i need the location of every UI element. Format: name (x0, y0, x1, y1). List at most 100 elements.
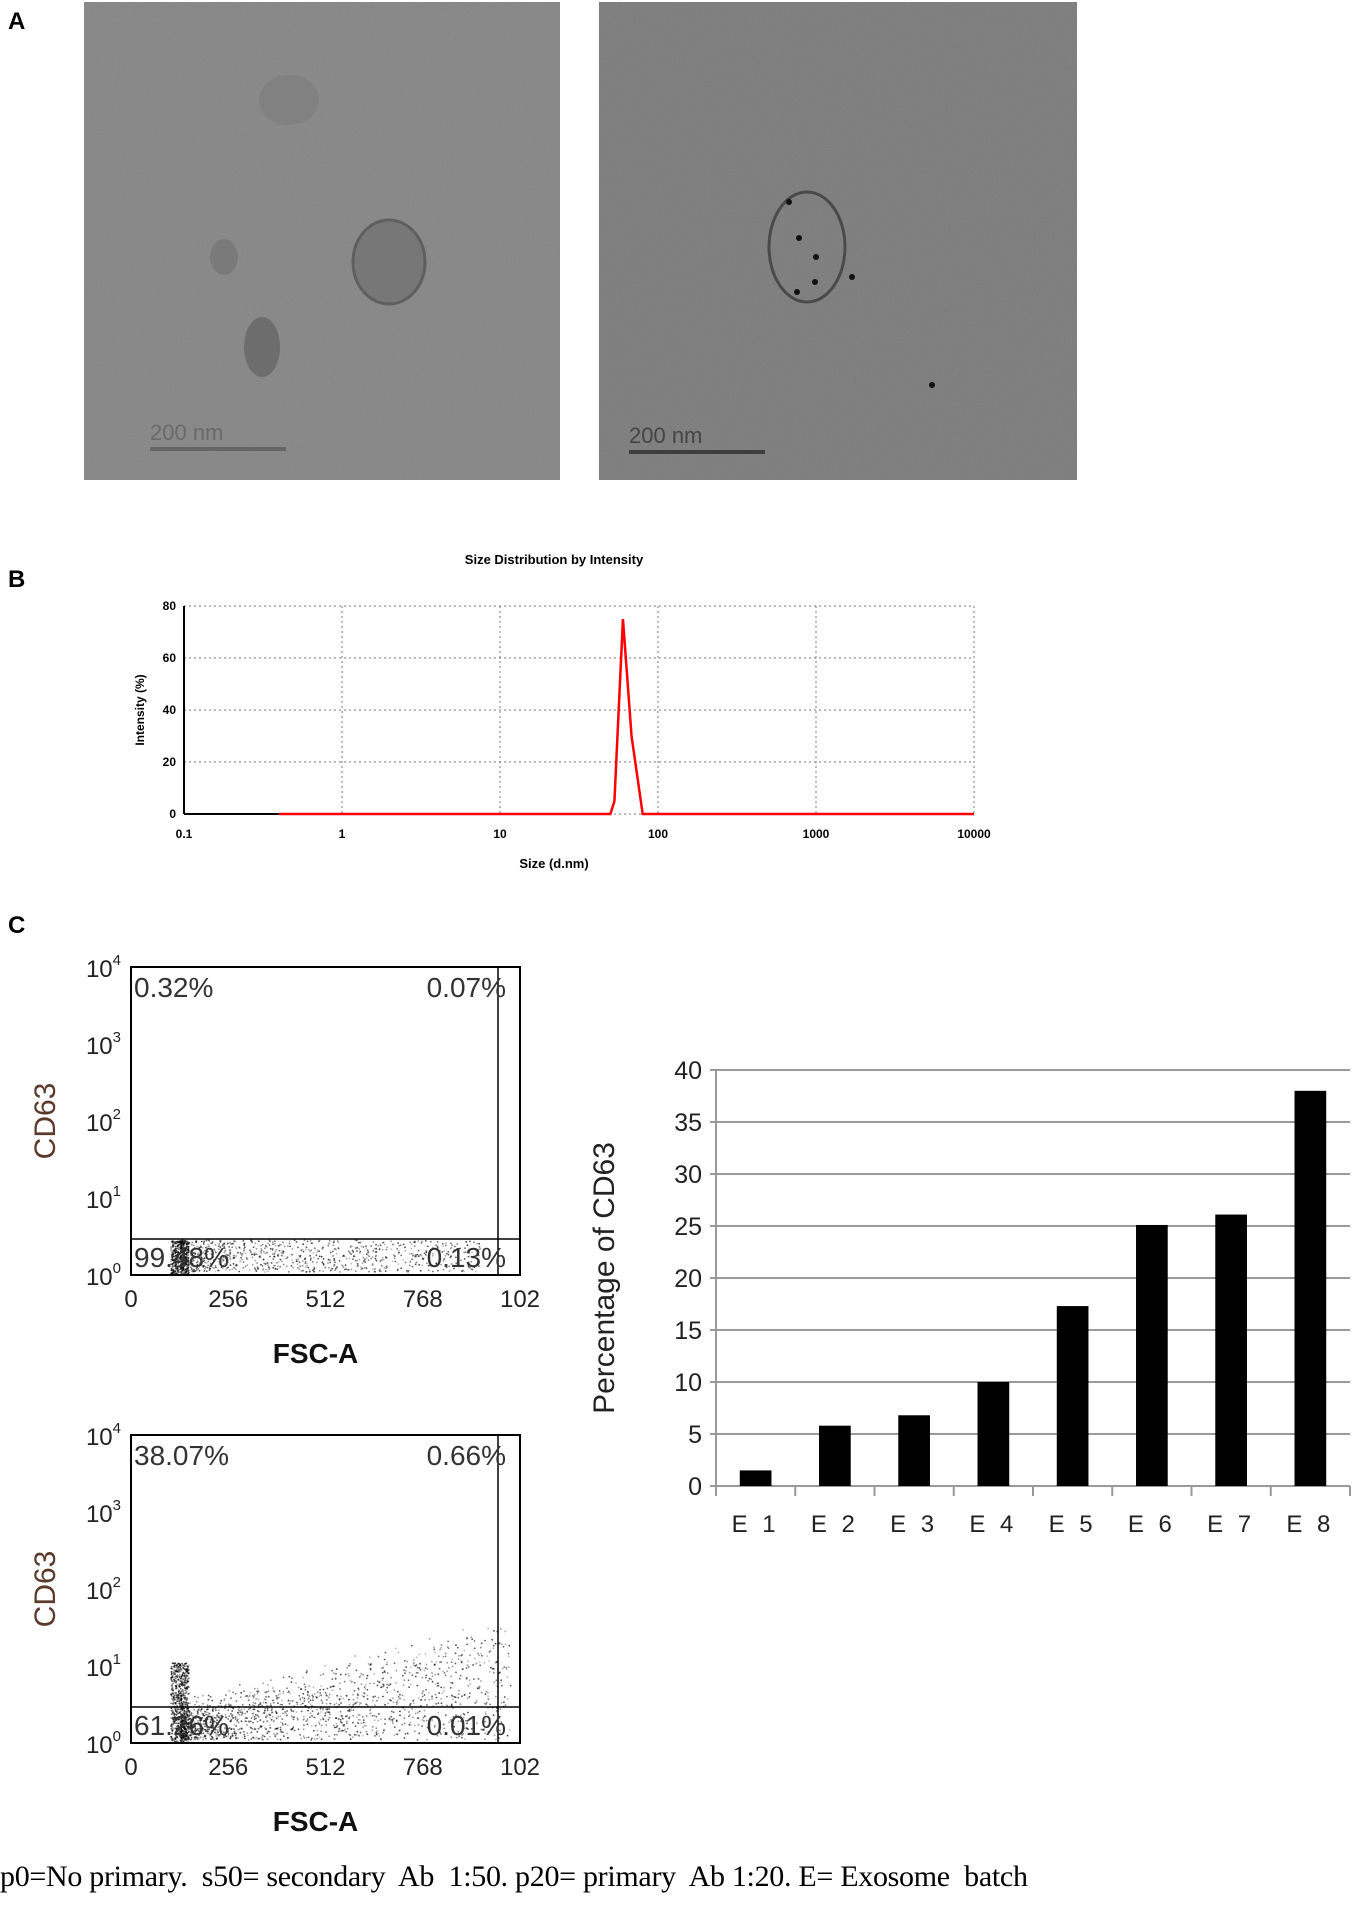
scatter-point (362, 1673, 364, 1676)
scatter-point (219, 1715, 222, 1717)
scatter-point (400, 1267, 403, 1270)
scatter-point (262, 1258, 265, 1261)
scatter-point (179, 1683, 182, 1685)
scatter-point (442, 1655, 445, 1658)
scatter-point (416, 1667, 419, 1669)
scatter-point (260, 1249, 263, 1252)
scatter-point (253, 1267, 256, 1269)
scatter-point (478, 1687, 481, 1690)
scatter-point (457, 1720, 460, 1722)
scatter-point (253, 1728, 256, 1730)
scatter-point (484, 1693, 487, 1696)
scatter-point (414, 1712, 417, 1715)
scatter-point (226, 1729, 229, 1732)
scatter-point (185, 1258, 187, 1260)
scatter-point (443, 1686, 445, 1689)
scatter-point (270, 1262, 273, 1264)
scatter-point (432, 1270, 434, 1273)
scatter-point (238, 1270, 241, 1273)
scatter-point (172, 1693, 175, 1695)
scatter-point (186, 1256, 189, 1259)
scatter-point (176, 1272, 179, 1275)
scatter-point (238, 1714, 241, 1716)
scatter-point (327, 1267, 330, 1269)
scatter-point (344, 1728, 346, 1731)
scatter-point (209, 1248, 212, 1251)
scatter-point (281, 1260, 283, 1263)
scatter-point (384, 1651, 387, 1654)
scatter-point (174, 1718, 176, 1721)
scatter-point (185, 1249, 188, 1252)
scatter-point (309, 1259, 312, 1261)
scatter-point (231, 1710, 234, 1712)
scatter-point (171, 1244, 174, 1247)
scatter-point (243, 1249, 245, 1252)
scatter-point (386, 1661, 389, 1663)
scatter-point (244, 1252, 247, 1255)
scatter-point (213, 1267, 215, 1269)
scatter-point (444, 1652, 447, 1655)
scatter-point (478, 1261, 480, 1264)
scatter-point (455, 1671, 457, 1674)
scatter-point (316, 1691, 319, 1694)
scatter-point (174, 1265, 177, 1267)
bar-e3 (898, 1415, 930, 1486)
scatter-point (198, 1737, 201, 1740)
scatter-point (384, 1703, 386, 1706)
scatter-point (334, 1726, 337, 1729)
scatter-point (236, 1720, 239, 1722)
scatter-point (186, 1670, 189, 1673)
scatter-point (386, 1246, 388, 1249)
scatter-point (445, 1266, 448, 1269)
scatter-point (250, 1731, 253, 1734)
scatter-point (235, 1700, 238, 1702)
scatter-point (361, 1695, 364, 1697)
scatter-point (357, 1264, 360, 1267)
scatter-point (196, 1711, 199, 1713)
scatter-point (237, 1709, 240, 1711)
scatter-point (365, 1724, 367, 1727)
scatter-point (187, 1264, 189, 1266)
scatter-point (305, 1266, 307, 1269)
scatter-point (199, 1710, 202, 1712)
scatter-point (208, 1734, 211, 1737)
scatter-point (235, 1255, 238, 1257)
scatter-point (183, 1674, 186, 1677)
scatter-point (282, 1263, 285, 1266)
scatter-point (243, 1731, 245, 1733)
scatter-point (227, 1703, 230, 1706)
scatter-point (471, 1268, 474, 1271)
scatter-point (241, 1258, 243, 1261)
scatter-point (298, 1694, 301, 1697)
scatter-point (202, 1243, 205, 1245)
scatter-point (215, 1721, 217, 1723)
scatter-point (322, 1673, 325, 1675)
scatter-point (281, 1708, 284, 1711)
scatter-point (385, 1267, 387, 1270)
scatter-point (264, 1698, 267, 1701)
scatter-point (306, 1264, 308, 1267)
scatter-point (229, 1249, 231, 1252)
scatter-point (253, 1716, 256, 1718)
scatter-point (365, 1247, 368, 1250)
scatter-point (182, 1267, 185, 1269)
scatter-point (184, 1703, 187, 1706)
scatter-point (240, 1720, 243, 1723)
scatter-point (184, 1665, 187, 1668)
scatter-point (259, 1719, 262, 1721)
scatter-point (228, 1715, 231, 1718)
scatter-point (268, 1730, 271, 1733)
scatter-point (336, 1694, 338, 1697)
scatter-point (203, 1257, 206, 1260)
scatter-point (369, 1709, 371, 1712)
scatter-point (274, 1710, 277, 1713)
scatter-point (175, 1259, 178, 1261)
scatter-point (194, 1255, 197, 1258)
scatter-point (364, 1684, 367, 1686)
scatter-point (185, 1713, 188, 1715)
scatter-point (304, 1688, 307, 1691)
scatter-point (187, 1723, 190, 1726)
scatter-point (241, 1712, 244, 1715)
quadrant-lower-right: 0.13% (427, 1242, 506, 1273)
y-tick-label: 100 (86, 1728, 121, 1759)
